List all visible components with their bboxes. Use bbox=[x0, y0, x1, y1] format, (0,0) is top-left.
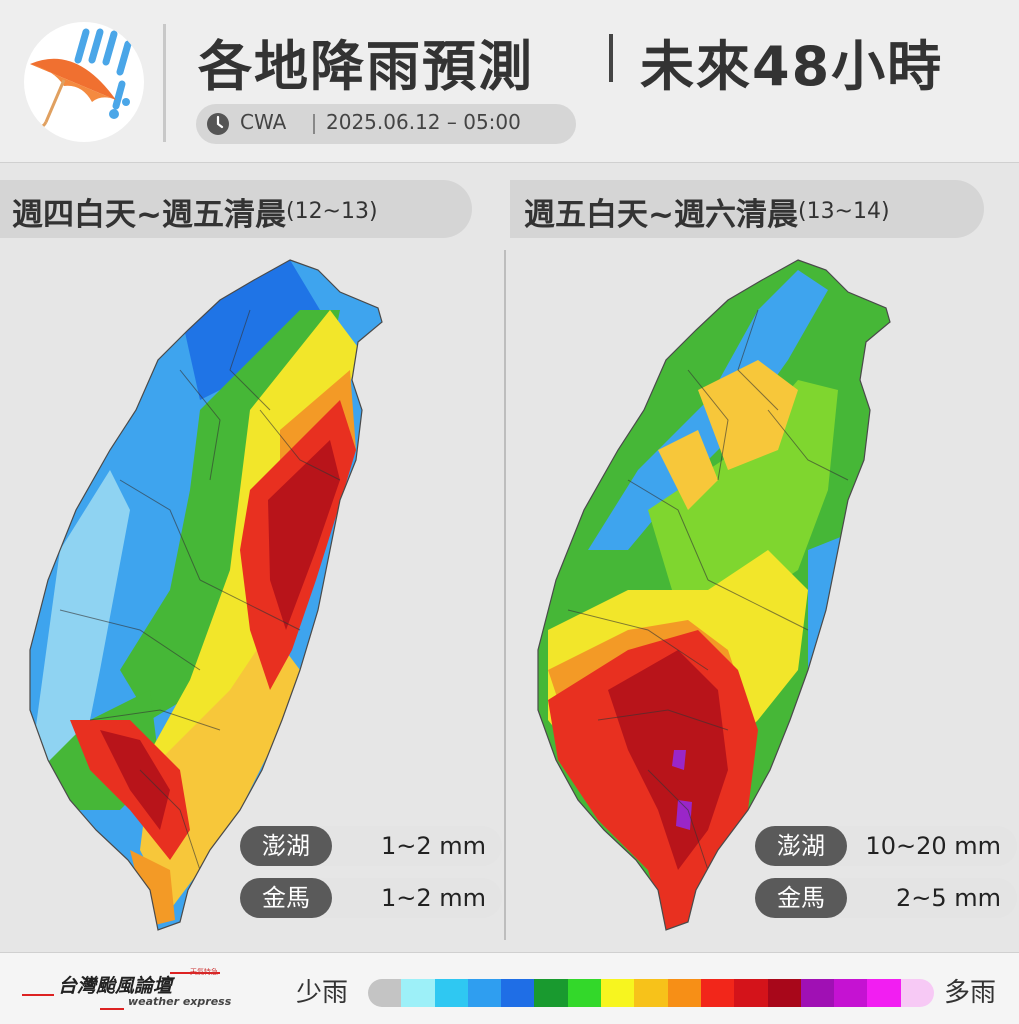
clock-icon bbox=[207, 113, 229, 135]
island-rain-penghu-2: 澎湖 10~20 mm bbox=[755, 826, 1017, 866]
island-name: 金馬 bbox=[755, 878, 847, 918]
legend-swatch bbox=[767, 979, 801, 1007]
county-boundaries bbox=[59, 309, 341, 871]
legend-swatch bbox=[467, 979, 502, 1007]
island-outline bbox=[537, 259, 891, 931]
period-dates: (12~13) bbox=[285, 199, 378, 224]
header-divider bbox=[163, 24, 166, 142]
legend-swatch bbox=[401, 979, 435, 1007]
island-rain-value: 1~2 mm bbox=[380, 832, 486, 860]
legend-swatch bbox=[634, 979, 668, 1007]
period-label: 週四白天~週五清晨 bbox=[12, 197, 286, 233]
island-rain-kinmen-matsu-1: 金馬 1~2 mm bbox=[240, 878, 502, 918]
header-bar: 各地降雨預測 未來48小時 CWA 2025.06.12 – 05:00 bbox=[0, 0, 1019, 163]
period-tab-2: 週五白天~週六清晨(13~14) bbox=[510, 180, 984, 238]
legend-swatch bbox=[501, 979, 535, 1007]
issue-time: 2025.06.12 – 05:00 bbox=[326, 110, 521, 134]
rain-zone bbox=[676, 800, 692, 830]
meta-separator bbox=[313, 114, 315, 134]
island-name: 澎湖 bbox=[755, 826, 847, 866]
page-title: 各地降雨預測 bbox=[198, 35, 534, 98]
legend-swatch bbox=[534, 979, 568, 1007]
rain-legend-bar bbox=[368, 979, 935, 1007]
island-rain-value: 10~20 mm bbox=[865, 832, 1001, 860]
brand-tag: 天氣特急 bbox=[190, 968, 218, 976]
page-subtitle: 未來48小時 bbox=[640, 35, 944, 98]
island-rain-kinmen-matsu-2: 金馬 2~5 mm bbox=[755, 878, 1017, 918]
legend-swatch bbox=[368, 979, 402, 1007]
period-tab-1: 週四白天~週五清晨(12~13) bbox=[0, 180, 472, 238]
rainfall-map-2 bbox=[537, 259, 891, 931]
title-separator bbox=[609, 34, 613, 82]
rain-zone bbox=[608, 650, 728, 870]
island-name: 澎湖 bbox=[240, 826, 332, 866]
island-name: 金馬 bbox=[240, 878, 332, 918]
brand-logo bbox=[20, 967, 230, 1013]
umbrella-rain-icon bbox=[24, 22, 144, 142]
rain-zone bbox=[130, 850, 175, 925]
rain-zone bbox=[268, 440, 340, 630]
legend-low-label: 少雨 bbox=[296, 978, 349, 1008]
legend-swatch bbox=[567, 979, 602, 1007]
rain-zone bbox=[698, 360, 798, 470]
rain-zone bbox=[658, 430, 718, 510]
panel-divider bbox=[504, 250, 506, 940]
island-outline bbox=[29, 259, 383, 931]
legend-swatch bbox=[667, 979, 701, 1007]
island-rain-penghu-1: 澎湖 1~2 mm bbox=[240, 826, 502, 866]
legend-swatch bbox=[867, 979, 901, 1007]
legend-swatch bbox=[434, 979, 468, 1007]
legend-swatch bbox=[601, 979, 635, 1007]
island-rain-value: 1~2 mm bbox=[380, 884, 486, 912]
legend-swatch bbox=[800, 979, 835, 1007]
legend-swatch bbox=[700, 979, 735, 1007]
rain-zone bbox=[30, 470, 130, 770]
brand-subtitle: weather express bbox=[128, 995, 232, 1008]
issue-info-pill: CWA 2025.06.12 – 05:00 bbox=[196, 104, 576, 144]
legend-swatch bbox=[734, 979, 768, 1007]
legend-swatch bbox=[834, 979, 868, 1007]
legend-high-label: 多雨 bbox=[944, 978, 997, 1008]
footer-bar: 台灣颱風論壇 weather express 天氣特急 少雨 多雨 bbox=[0, 952, 1019, 1024]
rainfall-map-1 bbox=[29, 259, 383, 931]
legend-swatch bbox=[900, 979, 935, 1007]
rain-zone bbox=[100, 730, 170, 830]
county-boundaries bbox=[567, 309, 849, 871]
rain-zone bbox=[672, 750, 686, 770]
period-label: 週五白天~週六清晨 bbox=[524, 197, 798, 233]
source-label: CWA bbox=[240, 110, 287, 134]
brand-name: 台灣颱風論壇 bbox=[58, 975, 173, 997]
period-dates: (13~14) bbox=[797, 199, 890, 224]
island-rain-value: 2~5 mm bbox=[895, 884, 1001, 912]
